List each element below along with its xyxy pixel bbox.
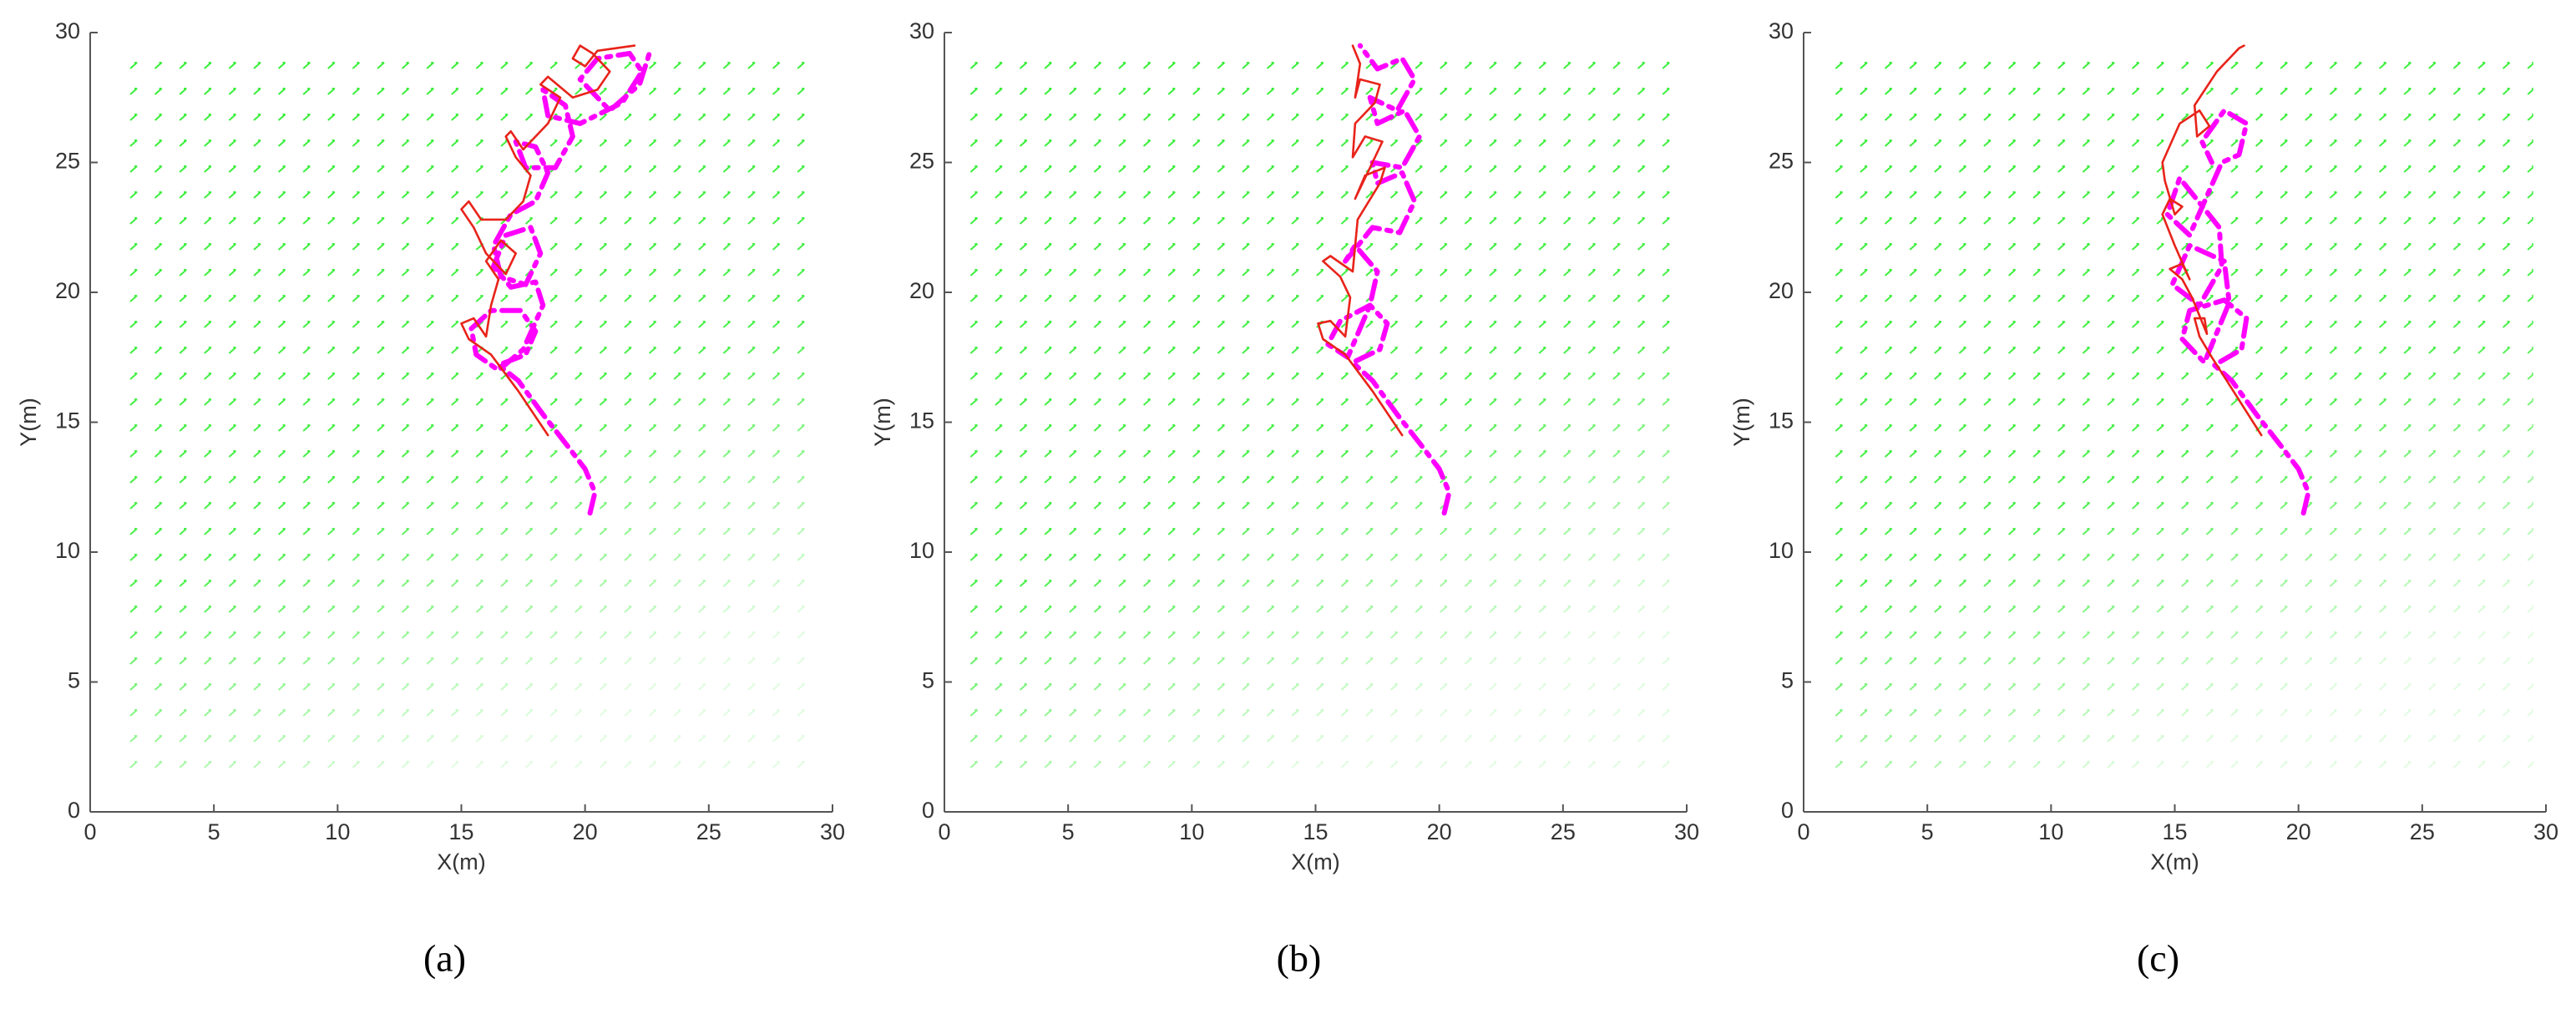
vector-field — [1828, 45, 2533, 787]
trajectory — [2161, 44, 2263, 437]
panel-label: (a) — [423, 937, 466, 980]
y-tick-label: 15 — [909, 408, 934, 433]
panel-label: (b) — [1277, 937, 1322, 980]
x-tick-label: 5 — [208, 819, 220, 844]
y-tick-label: 5 — [68, 668, 80, 693]
y-tick-label: 0 — [922, 798, 934, 823]
x-tick-label: 0 — [1797, 819, 1809, 844]
y-tick-label: 10 — [909, 538, 934, 563]
x-axis-label: X(m) — [2150, 849, 2199, 875]
trajectory — [2164, 108, 2311, 516]
x-axis-label: X(m) — [437, 849, 485, 875]
y-tick-label: 25 — [1769, 149, 1794, 174]
y-axis-label: Y(m) — [1729, 398, 1754, 446]
y-tick-label: 20 — [909, 278, 934, 303]
x-tick-label: 15 — [2162, 819, 2187, 844]
x-tick-label: 25 — [1551, 819, 1576, 844]
y-axis-label: Y(m) — [16, 398, 41, 446]
trajectory — [1317, 44, 1404, 437]
x-tick-label: 20 — [2286, 819, 2311, 844]
x-tick-label: 30 — [2533, 819, 2558, 844]
y-axis-label: Y(m) — [870, 398, 895, 446]
y-tick-label: 15 — [55, 408, 80, 433]
x-tick-label: 25 — [696, 819, 721, 844]
trajectory — [460, 44, 636, 437]
y-tick-label: 15 — [1769, 408, 1794, 433]
panel-label: (c) — [2137, 937, 2179, 980]
y-tick-label: 5 — [1781, 668, 1794, 693]
y-tick-label: 20 — [1769, 278, 1794, 303]
vector-field — [969, 45, 1674, 787]
y-tick-label: 20 — [55, 278, 80, 303]
x-tick-label: 30 — [1674, 819, 1699, 844]
x-tick-label: 0 — [938, 819, 950, 844]
x-tick-label: 15 — [448, 819, 473, 844]
y-tick-label: 10 — [55, 538, 80, 563]
y-tick-label: 25 — [55, 149, 80, 174]
y-tick-label: 25 — [909, 149, 934, 174]
y-tick-label: 5 — [922, 668, 934, 693]
x-tick-label: 5 — [1062, 819, 1075, 844]
x-tick-label: 0 — [84, 819, 96, 844]
vector-field — [114, 45, 820, 787]
y-tick-label: 0 — [1781, 798, 1794, 823]
x-tick-label: 20 — [573, 819, 598, 844]
x-tick-label: 15 — [1303, 819, 1328, 844]
y-tick-label: 0 — [68, 798, 80, 823]
y-tick-label: 30 — [55, 18, 80, 43]
x-tick-label: 5 — [1921, 819, 1934, 844]
x-tick-label: 10 — [2038, 819, 2063, 844]
x-tick-label: 10 — [325, 819, 350, 844]
y-tick-label: 10 — [1769, 538, 1794, 563]
x-tick-label: 20 — [1427, 819, 1452, 844]
trajectory — [468, 50, 652, 516]
x-tick-label: 10 — [1179, 819, 1204, 844]
y-tick-label: 30 — [909, 18, 934, 43]
y-tick-label: 30 — [1769, 18, 1794, 43]
trajectory — [1325, 43, 1452, 516]
x-axis-label: X(m) — [1291, 849, 1339, 875]
x-tick-label: 30 — [820, 819, 845, 844]
x-tick-label: 25 — [2410, 819, 2435, 844]
